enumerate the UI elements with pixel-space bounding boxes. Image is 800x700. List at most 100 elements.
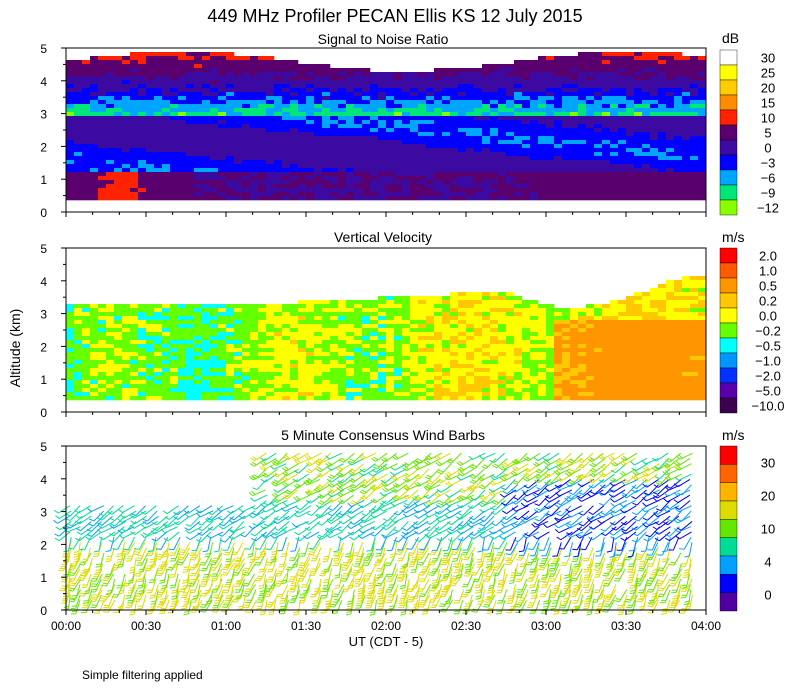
heatmap-cell bbox=[114, 112, 123, 117]
heatmap-cell bbox=[74, 72, 83, 77]
heatmap-cell bbox=[138, 100, 147, 105]
heatmap-cell bbox=[186, 380, 195, 385]
heatmap-cell bbox=[170, 376, 179, 381]
heatmap-cell bbox=[178, 176, 187, 181]
heatmap-cell bbox=[114, 92, 123, 97]
heatmap-cell bbox=[130, 116, 139, 121]
heatmap-cell bbox=[322, 344, 331, 349]
heatmap-cell bbox=[442, 308, 451, 313]
heatmap-cell bbox=[586, 92, 595, 97]
heatmap-cell bbox=[586, 196, 595, 201]
heatmap-cell bbox=[482, 300, 491, 305]
heatmap-cell bbox=[186, 336, 195, 341]
heatmap-cell bbox=[154, 132, 163, 137]
heatmap-cell bbox=[594, 188, 603, 193]
heatmap-cell bbox=[642, 332, 651, 337]
heatmap-cell bbox=[154, 148, 163, 153]
heatmap-cell bbox=[314, 108, 323, 113]
heatmap-cell bbox=[218, 144, 227, 149]
heatmap-cell bbox=[690, 160, 699, 165]
heatmap-cell bbox=[202, 172, 211, 177]
heatmap-cell bbox=[226, 172, 235, 177]
heatmap-cell bbox=[674, 164, 683, 169]
heatmap-cell bbox=[626, 112, 635, 117]
heatmap-cell bbox=[690, 172, 699, 177]
heatmap-cell bbox=[618, 324, 627, 329]
heatmap-cell bbox=[258, 100, 267, 105]
heatmap-cell bbox=[386, 148, 395, 153]
heatmap-cell bbox=[482, 152, 491, 157]
heatmap-cell bbox=[322, 136, 331, 141]
heatmap-cell bbox=[554, 172, 563, 177]
heatmap-cell bbox=[426, 184, 435, 189]
heatmap-cell bbox=[450, 372, 459, 377]
heatmap-cell bbox=[146, 180, 155, 185]
heatmap-cell bbox=[610, 324, 619, 329]
heatmap-cell bbox=[442, 80, 451, 85]
heatmap-cell bbox=[282, 76, 291, 81]
heatmap-cell bbox=[346, 392, 355, 397]
heatmap-cell bbox=[82, 356, 91, 361]
heatmap-cell bbox=[586, 108, 595, 113]
heatmap-cell bbox=[154, 160, 163, 165]
heatmap-cell bbox=[514, 348, 523, 353]
heatmap-cell bbox=[578, 168, 587, 173]
heatmap-cell bbox=[498, 132, 507, 137]
heatmap-cell bbox=[594, 356, 603, 361]
heatmap-cell bbox=[138, 344, 147, 349]
heatmap-cell bbox=[330, 152, 339, 157]
heatmap-cell bbox=[650, 340, 659, 345]
heatmap-cell bbox=[474, 316, 483, 321]
heatmap-cell bbox=[442, 304, 451, 309]
heatmap-cell bbox=[330, 184, 339, 189]
heatmap-cell bbox=[514, 124, 523, 129]
heatmap-cell bbox=[690, 276, 699, 281]
heatmap-cell bbox=[138, 184, 147, 189]
heatmap-cell bbox=[666, 64, 675, 69]
heatmap-cell bbox=[330, 156, 339, 161]
heatmap-cell bbox=[234, 368, 243, 373]
heatmap-cell bbox=[578, 68, 587, 73]
heatmap-cell bbox=[138, 376, 147, 381]
heatmap-cell bbox=[338, 348, 347, 353]
heatmap-cell bbox=[138, 380, 147, 385]
heatmap-cell bbox=[346, 136, 355, 141]
heatmap-cell bbox=[114, 356, 123, 361]
heatmap-cell bbox=[202, 388, 211, 393]
heatmap-cell bbox=[690, 292, 699, 297]
heatmap-cell bbox=[66, 96, 75, 101]
heatmap-cell bbox=[346, 112, 355, 117]
heatmap-cell bbox=[650, 384, 659, 389]
heatmap-cell bbox=[130, 372, 139, 377]
heatmap-cell bbox=[98, 92, 107, 97]
heatmap-cell bbox=[690, 192, 699, 197]
heatmap-cell bbox=[106, 396, 115, 401]
heatmap-cell bbox=[682, 284, 691, 289]
heatmap-cell bbox=[290, 96, 299, 101]
heatmap-cell bbox=[106, 68, 115, 73]
heatmap-cell bbox=[122, 396, 131, 401]
heatmap-cell bbox=[546, 120, 555, 125]
heatmap-cell bbox=[346, 196, 355, 201]
heatmap-cell bbox=[98, 116, 107, 121]
heatmap-cell bbox=[466, 196, 475, 201]
heatmap-cell bbox=[306, 72, 315, 77]
heatmap-cell bbox=[482, 144, 491, 149]
heatmap-cell bbox=[698, 68, 707, 73]
heatmap-cell bbox=[658, 96, 667, 101]
heatmap-cell bbox=[226, 316, 235, 321]
heatmap-cell bbox=[106, 192, 115, 197]
heatmap-cell bbox=[538, 360, 547, 365]
heatmap-cell bbox=[98, 104, 107, 109]
heatmap-cell bbox=[354, 360, 363, 365]
heatmap-cell bbox=[474, 364, 483, 369]
heatmap-cell bbox=[426, 148, 435, 153]
heatmap-cell bbox=[90, 112, 99, 117]
heatmap-cell bbox=[490, 116, 499, 121]
heatmap-cell bbox=[370, 76, 379, 81]
heatmap-cell bbox=[82, 152, 91, 157]
heatmap-cell bbox=[602, 324, 611, 329]
heatmap-cell bbox=[442, 332, 451, 337]
heatmap-cell bbox=[626, 308, 635, 313]
heatmap-cell bbox=[114, 308, 123, 313]
